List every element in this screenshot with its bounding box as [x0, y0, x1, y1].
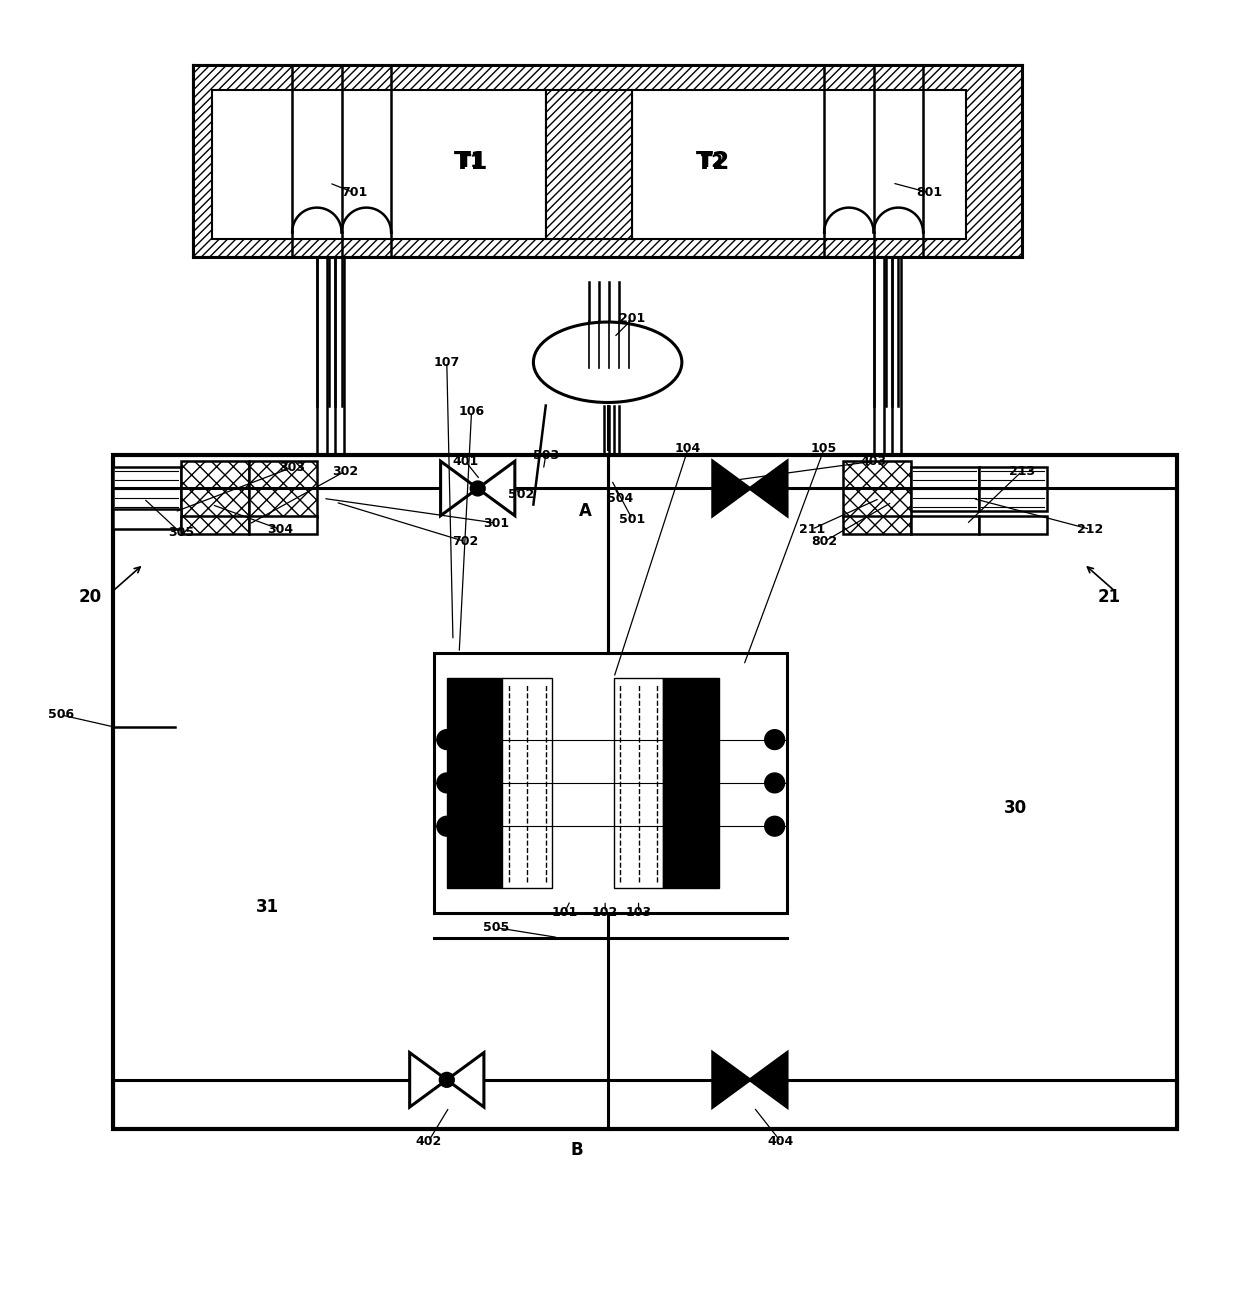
Text: 104: 104 [675, 443, 701, 456]
Bar [614, 678, 663, 888]
Bar [910, 468, 978, 511]
Text: T2: T2 [696, 150, 730, 174]
Text: 505: 505 [484, 921, 510, 934]
Circle shape [765, 773, 785, 793]
Text: 403: 403 [861, 454, 887, 468]
Text: 103: 103 [625, 906, 652, 919]
Text: 401: 401 [453, 454, 479, 468]
Polygon shape [713, 461, 750, 516]
Text: 503: 503 [533, 448, 559, 461]
Text: 211: 211 [799, 522, 825, 535]
Text: 30: 30 [1004, 799, 1028, 816]
Text: T1: T1 [454, 150, 489, 174]
Circle shape [765, 730, 785, 750]
Polygon shape [440, 461, 477, 516]
Bar [843, 461, 910, 517]
Bar [663, 678, 719, 888]
Bar [181, 461, 249, 517]
Bar [446, 678, 502, 888]
Text: 303: 303 [279, 461, 305, 474]
Bar [552, 678, 614, 888]
Text: 701: 701 [341, 187, 367, 200]
Text: 402: 402 [415, 1135, 441, 1148]
Text: B: B [570, 1141, 583, 1160]
Text: 101: 101 [552, 906, 578, 919]
Bar [181, 516, 249, 534]
Bar [910, 516, 978, 534]
Polygon shape [446, 1053, 484, 1107]
Circle shape [436, 816, 456, 836]
Text: 213: 213 [1009, 465, 1035, 478]
Polygon shape [750, 461, 787, 516]
Text: 20: 20 [79, 588, 102, 606]
Text: A: A [579, 502, 591, 520]
Text: 802: 802 [811, 535, 837, 549]
Text: 21: 21 [1097, 588, 1120, 606]
Text: 212: 212 [1078, 522, 1104, 535]
Bar [632, 90, 966, 239]
Circle shape [765, 816, 785, 836]
Text: 31: 31 [255, 897, 279, 916]
Bar [113, 454, 1177, 1130]
Polygon shape [750, 1053, 787, 1107]
Polygon shape [477, 461, 515, 516]
Text: 502: 502 [508, 488, 534, 502]
Circle shape [436, 773, 456, 793]
Bar [978, 516, 1047, 534]
Text: 801: 801 [916, 187, 942, 200]
Bar [249, 516, 317, 534]
Text: 305: 305 [167, 526, 193, 539]
Bar [193, 65, 1022, 257]
Text: T2: T2 [702, 153, 724, 171]
Text: 201: 201 [619, 312, 646, 325]
Text: 302: 302 [332, 465, 358, 478]
Text: T1: T1 [460, 153, 482, 171]
Circle shape [439, 1072, 454, 1088]
Text: 404: 404 [768, 1135, 794, 1148]
Ellipse shape [533, 323, 682, 402]
Bar [212, 90, 546, 239]
Bar [434, 653, 787, 913]
Text: 506: 506 [47, 708, 74, 721]
Bar [546, 90, 632, 239]
Bar [113, 509, 181, 529]
Bar [978, 468, 1047, 511]
Circle shape [436, 730, 456, 750]
Text: 301: 301 [484, 517, 510, 530]
Bar [113, 468, 181, 511]
Text: 107: 107 [434, 355, 460, 368]
Text: 106: 106 [459, 405, 485, 418]
Circle shape [470, 481, 485, 496]
Text: 304: 304 [267, 522, 293, 535]
Bar [249, 461, 317, 517]
Text: 501: 501 [619, 513, 646, 526]
Text: 702: 702 [453, 535, 479, 549]
Text: 504: 504 [606, 492, 634, 505]
Bar [502, 678, 552, 888]
Text: 102: 102 [591, 906, 619, 919]
Polygon shape [713, 1053, 750, 1107]
Bar [843, 516, 910, 534]
Polygon shape [409, 1053, 446, 1107]
Text: 105: 105 [811, 443, 837, 456]
